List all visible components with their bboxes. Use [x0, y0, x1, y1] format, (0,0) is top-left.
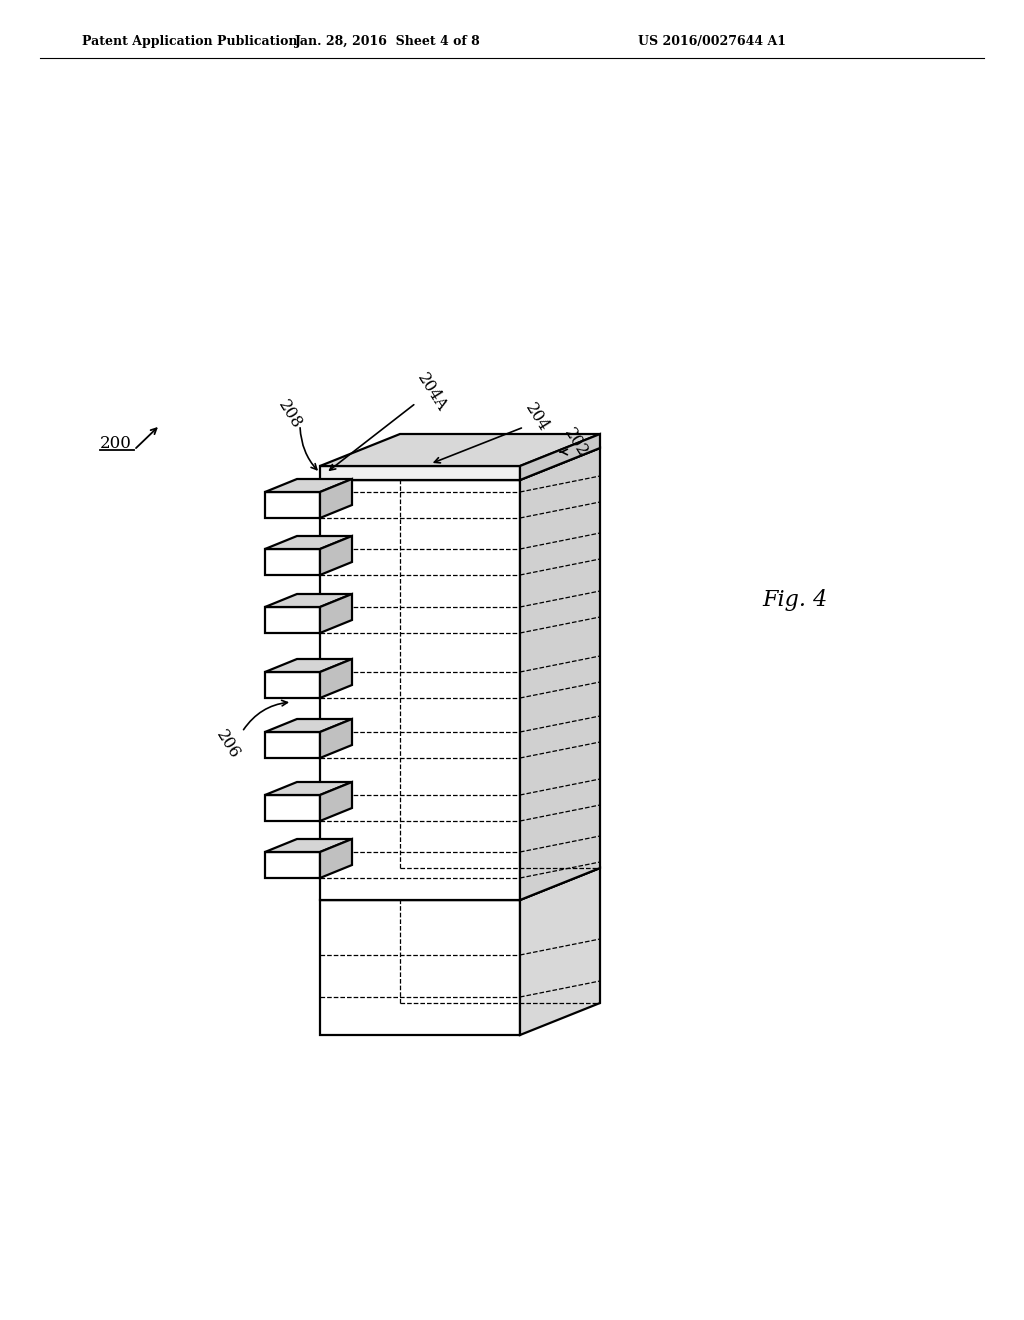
Polygon shape [520, 447, 600, 900]
Text: Jan. 28, 2016  Sheet 4 of 8: Jan. 28, 2016 Sheet 4 of 8 [295, 36, 481, 49]
Polygon shape [319, 781, 352, 821]
Text: 202: 202 [561, 425, 591, 459]
Polygon shape [265, 594, 352, 607]
Polygon shape [319, 869, 600, 900]
Polygon shape [520, 869, 600, 1035]
Text: 208: 208 [274, 397, 305, 433]
Text: 204: 204 [522, 400, 552, 434]
Polygon shape [319, 536, 352, 576]
Polygon shape [319, 900, 520, 1035]
Text: 204A: 204A [414, 370, 451, 414]
Polygon shape [265, 492, 319, 517]
Text: Patent Application Publication: Patent Application Publication [82, 36, 298, 49]
Polygon shape [319, 447, 600, 480]
Polygon shape [265, 719, 352, 733]
Polygon shape [265, 607, 319, 634]
Polygon shape [319, 840, 352, 878]
Polygon shape [265, 733, 319, 758]
Text: 200: 200 [100, 434, 132, 451]
Polygon shape [319, 659, 352, 698]
Polygon shape [319, 480, 520, 900]
Polygon shape [319, 466, 520, 480]
Polygon shape [520, 434, 600, 480]
Polygon shape [265, 479, 352, 492]
Polygon shape [265, 781, 352, 795]
Polygon shape [319, 434, 600, 466]
Polygon shape [265, 840, 352, 851]
Text: 206: 206 [213, 727, 244, 763]
Polygon shape [265, 672, 319, 698]
Text: US 2016/0027644 A1: US 2016/0027644 A1 [638, 36, 786, 49]
Polygon shape [265, 536, 352, 549]
Text: Fig. 4: Fig. 4 [762, 589, 827, 611]
Polygon shape [265, 851, 319, 878]
Polygon shape [319, 479, 352, 517]
Polygon shape [265, 795, 319, 821]
Polygon shape [265, 549, 319, 576]
Polygon shape [319, 719, 352, 758]
Polygon shape [265, 659, 352, 672]
Polygon shape [319, 594, 352, 634]
